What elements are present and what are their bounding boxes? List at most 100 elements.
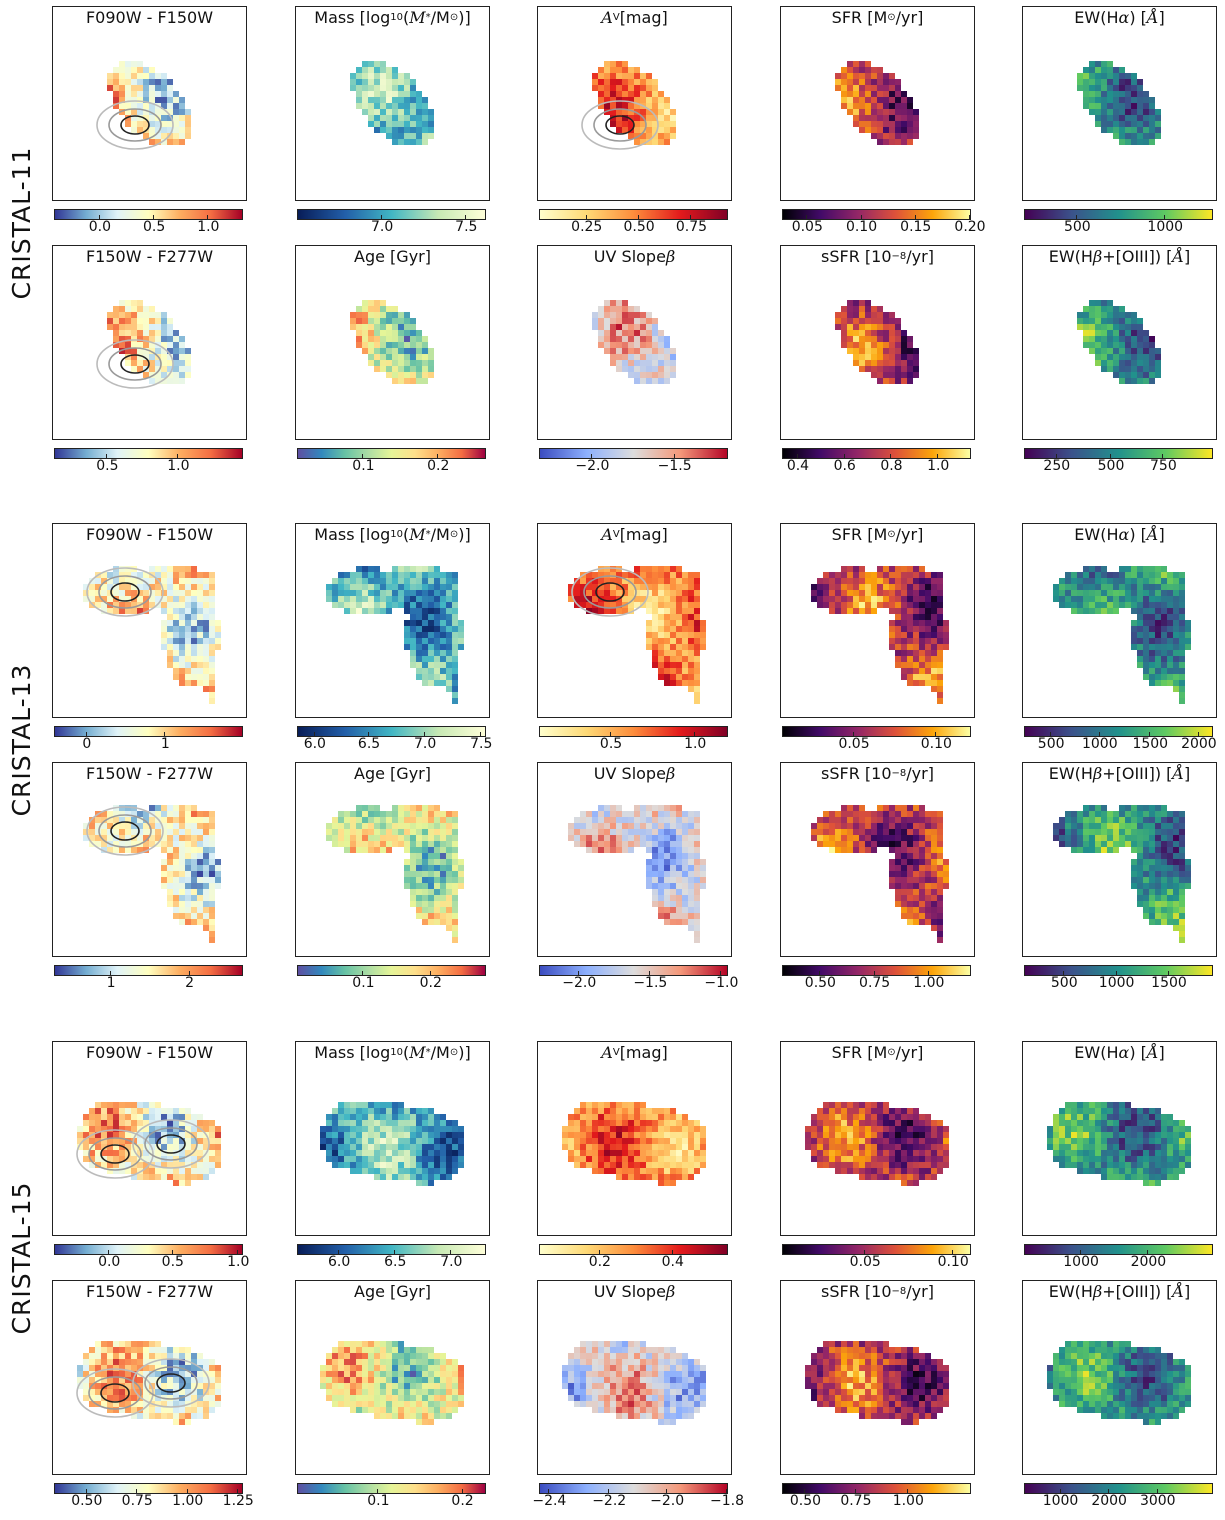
map-pixel [434, 877, 440, 883]
map-pixel [416, 1114, 422, 1120]
map-pixel [428, 841, 434, 847]
map-pixel [1107, 847, 1113, 853]
map-pixel [901, 103, 907, 109]
map-pixel [368, 85, 374, 91]
map-pixel [688, 889, 694, 895]
map-pixel [362, 829, 368, 835]
map-pixel [610, 1144, 616, 1150]
map-pixel [149, 1102, 155, 1108]
map-pixel [173, 372, 179, 378]
map-pixel [1089, 91, 1095, 97]
map-pixel [89, 1108, 95, 1114]
map-pixel [143, 324, 149, 330]
map-pixel [398, 1114, 404, 1120]
map-pixel [877, 823, 883, 829]
map-pixel [688, 614, 694, 620]
map-pixel [610, 1114, 616, 1120]
map-pixel [676, 865, 682, 871]
map-pixel [883, 590, 889, 596]
map-pixel [931, 626, 937, 632]
tick-label: −1.5 [645, 458, 705, 474]
map-pixel [446, 1138, 452, 1144]
map-pixel [113, 1114, 119, 1120]
map-pixel [913, 121, 919, 127]
map-pixel [1113, 324, 1119, 330]
map-pixel [877, 133, 883, 139]
map-pixel [203, 602, 209, 608]
map-pixel [670, 1162, 676, 1168]
map-pixel [173, 97, 179, 103]
map-pixel [1137, 366, 1143, 372]
map-pixel [877, 829, 883, 835]
map-pixel [452, 1168, 458, 1174]
map-pixel [829, 817, 835, 823]
map-pixel [682, 829, 688, 835]
map-pixel [362, 103, 368, 109]
map-pixel [688, 817, 694, 823]
map-pixel [586, 811, 592, 817]
map-pixel [1125, 91, 1131, 97]
map-pixel [422, 1168, 428, 1174]
map-pixel [1095, 97, 1101, 103]
map-pixel [901, 865, 907, 871]
map-pixel [658, 590, 664, 596]
map-pixel [404, 372, 410, 378]
map-pixel [452, 1138, 458, 1144]
map-pixel [1149, 847, 1155, 853]
map-pixel [1155, 608, 1161, 614]
map-pixel [1155, 614, 1161, 620]
map-pixel [1095, 835, 1101, 841]
map-pixel [847, 608, 853, 614]
map-pixel [179, 889, 185, 895]
map-pixel [1143, 336, 1149, 342]
map-pixel [670, 1126, 676, 1132]
map-pixel [664, 680, 670, 686]
map-pixel [817, 584, 823, 590]
map-pixel [380, 1114, 386, 1120]
map-pixel [458, 638, 464, 644]
map-pixel [155, 91, 161, 97]
map-pixel [664, 608, 670, 614]
map-pixel [877, 348, 883, 354]
map-pixel [125, 566, 131, 572]
map-pixel [907, 877, 913, 883]
map-pixel [1137, 626, 1143, 632]
map-pixel [889, 608, 895, 614]
map-pixel [197, 1120, 203, 1126]
map-pixel [664, 1126, 670, 1132]
map-pixel [658, 626, 664, 632]
map-pixel [1089, 73, 1095, 79]
map-pixel [688, 1156, 694, 1162]
map-pixel [161, 91, 167, 97]
map-pixel [907, 596, 913, 602]
map-pixel [604, 590, 610, 596]
map-pixel [1101, 823, 1107, 829]
map-pixel [1155, 638, 1161, 644]
map-pixel [173, 817, 179, 823]
map-pixel [209, 1144, 215, 1150]
map-pixel [1089, 584, 1095, 590]
map-pixel [356, 97, 362, 103]
map-pixel [658, 348, 664, 354]
map-pixel [326, 596, 332, 602]
map-pixel [700, 1150, 706, 1156]
map-pixel [398, 829, 404, 835]
map-pixel [155, 590, 161, 596]
map-pixel [356, 847, 362, 853]
map-pixel [700, 859, 706, 865]
map-pixel [901, 644, 907, 650]
map-pixel [676, 895, 682, 901]
map-pixel [398, 360, 404, 366]
map-pixel [368, 1114, 374, 1120]
map-pixel [1095, 602, 1101, 608]
map-pixel [895, 889, 901, 895]
map-pixel [664, 907, 670, 913]
map-pixel [670, 572, 676, 578]
map-pixel [1119, 324, 1125, 330]
map-pixel [197, 865, 203, 871]
map-pixel [368, 360, 374, 366]
map-pixel [77, 1132, 83, 1138]
map-pixel [1101, 841, 1107, 847]
